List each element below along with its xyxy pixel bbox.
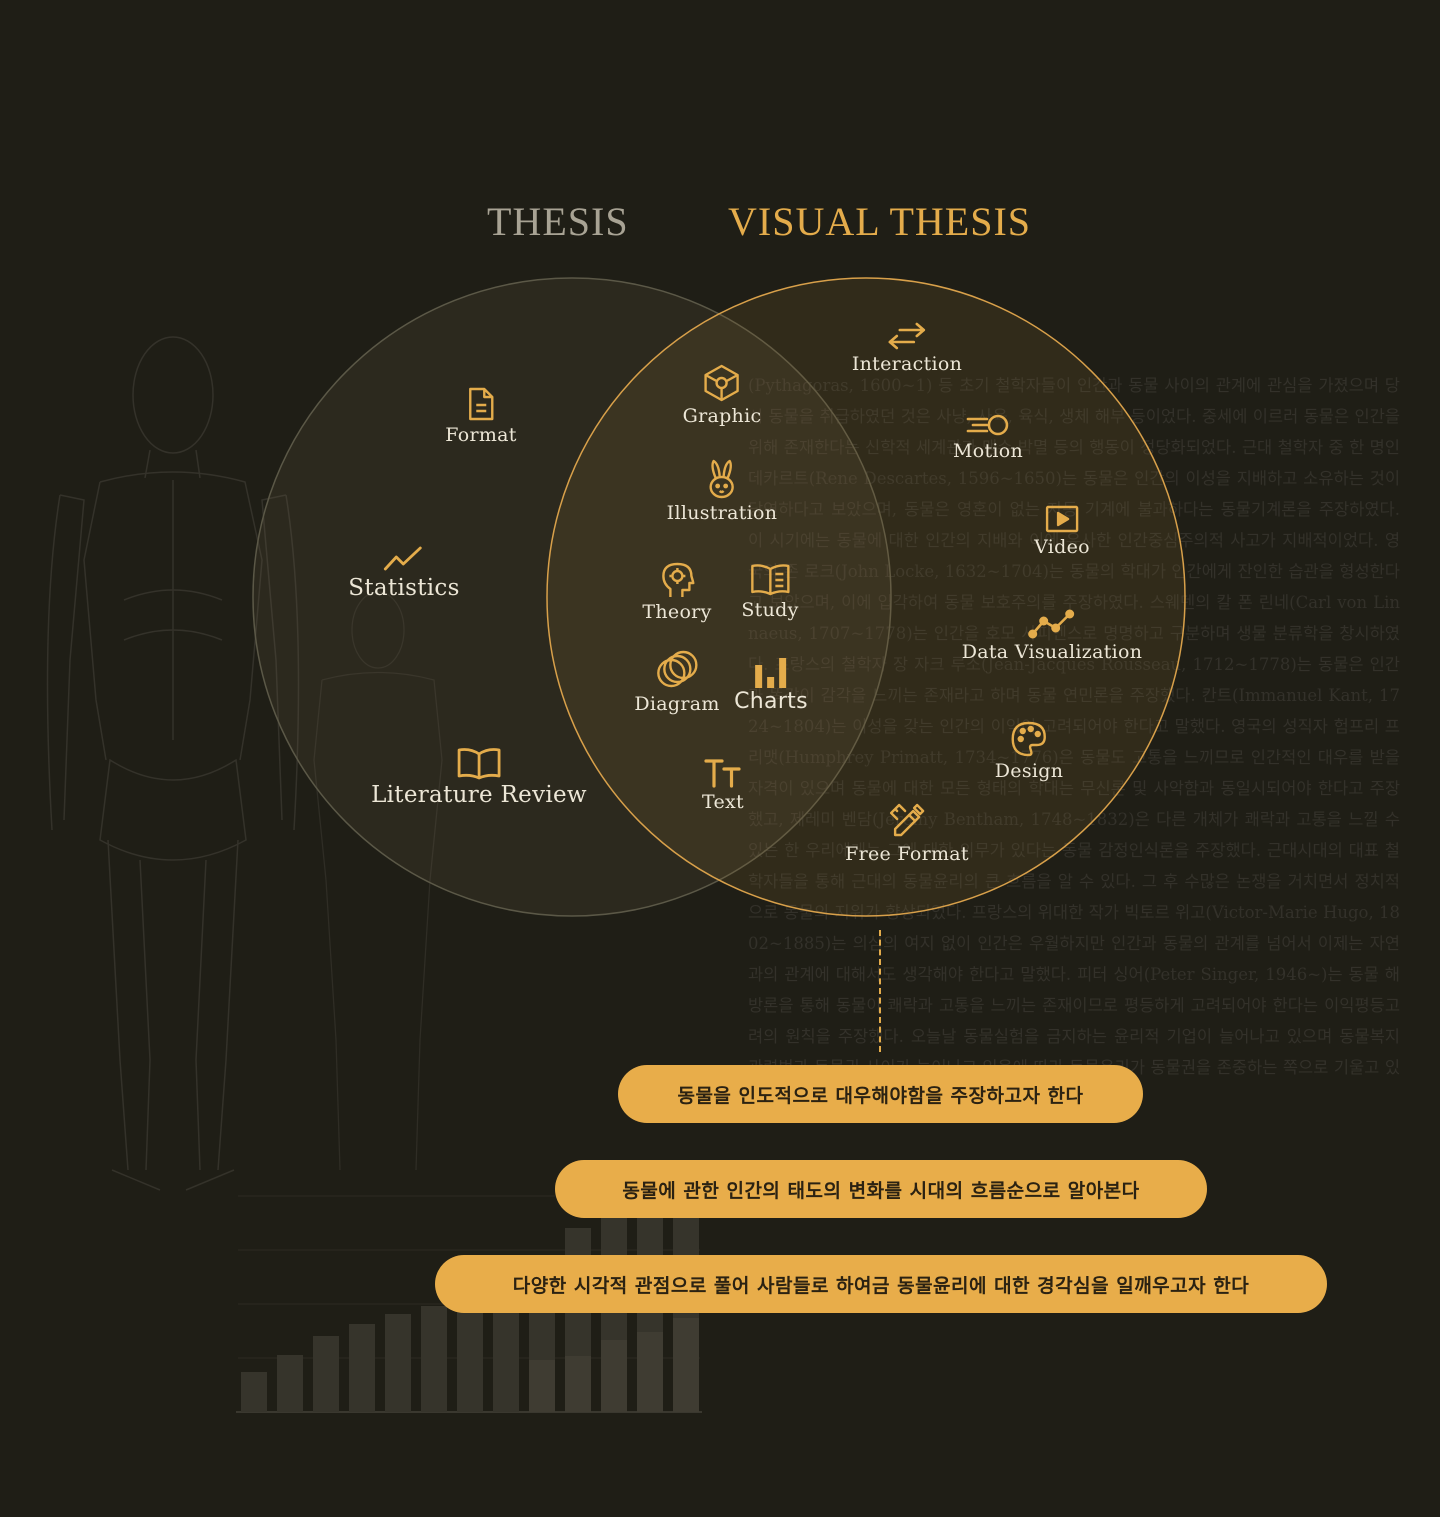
text-label: Text	[702, 791, 744, 813]
book-icon	[750, 564, 790, 596]
node-text: Text	[702, 757, 744, 813]
goal-pill-1: 동물을 인도적으로 대우해야함을 주장하고자 한다	[618, 1065, 1143, 1123]
head-gear-icon	[661, 562, 694, 597]
overlapping-circles-icon	[656, 650, 698, 688]
document-icon	[468, 387, 494, 421]
anatomy-figure-sketch	[46, 336, 300, 1191]
literature-review-label: Literature Review	[371, 782, 587, 808]
design-label: Design	[994, 760, 1064, 782]
node-video: Video	[1034, 504, 1090, 558]
node-format: Format	[445, 386, 516, 446]
diagram-label: Diagram	[634, 693, 720, 715]
node-free-format: Free Format	[845, 801, 969, 865]
thesis-heading: THESIS	[487, 199, 629, 244]
rabbit-icon	[709, 459, 735, 499]
video-label: Video	[1034, 536, 1090, 558]
free-format-label: Free Format	[845, 843, 969, 865]
node-diagram: Diagram	[634, 647, 719, 715]
node-statistics: Statistics	[348, 545, 459, 601]
line-chart-icon	[1028, 609, 1075, 639]
trend-line-icon	[383, 546, 422, 571]
illustration-label: Illustration	[666, 502, 778, 524]
format-label: Format	[445, 424, 517, 446]
bar-chart-icon	[754, 658, 786, 688]
second-figure-sketch	[313, 591, 443, 1171]
node-data-visualization: Data Visualization	[962, 609, 1143, 663]
data-visualization-label: Data Visualization	[961, 641, 1143, 663]
node-graphic: Graphic	[683, 363, 762, 427]
study-label: Study	[741, 599, 799, 621]
background-text: (Pythagoras, 1600~1) 등 초기 철학자들이 인간과 동물 사…	[748, 376, 1400, 1108]
node-study: Study	[741, 563, 798, 621]
goal-pill-3: 다양한 시각적 관점으로 풀어 사람들로 하여금 동물윤리에 대한 경각심을 일…	[435, 1255, 1327, 1313]
open-book-icon	[457, 748, 501, 780]
text-size-icon	[704, 759, 741, 788]
interaction-label: Interaction	[851, 353, 963, 375]
play-icon	[1045, 505, 1079, 533]
visual-thesis-heading: VISUAL THESIS	[728, 199, 1032, 244]
motion-label: Motion	[952, 440, 1024, 462]
node-motion: Motion	[953, 412, 1023, 462]
motion-icon	[966, 414, 1009, 436]
charts-label: Charts	[734, 689, 808, 714]
node-illustration: Illustration	[667, 458, 778, 524]
node-design: Design	[995, 720, 1064, 782]
graphic-label: Graphic	[682, 405, 762, 427]
node-theory: Theory	[642, 561, 711, 623]
node-interaction: Interaction	[852, 321, 962, 375]
theory-label: Theory	[642, 601, 712, 623]
node-charts: Charts	[734, 655, 808, 713]
pencil-ruler-icon	[889, 803, 925, 837]
cube-icon	[704, 364, 740, 402]
palette-icon	[1011, 721, 1047, 757]
connector-dashed-line	[879, 930, 881, 1052]
goal-pill-2: 동물에 관한 인간의 태도의 변화를 시대의 흐름순으로 알아본다	[555, 1160, 1207, 1218]
statistics-label: Statistics	[348, 575, 460, 601]
node-literature-review: Literature Review	[371, 746, 587, 808]
arrows-icon	[888, 322, 926, 350]
